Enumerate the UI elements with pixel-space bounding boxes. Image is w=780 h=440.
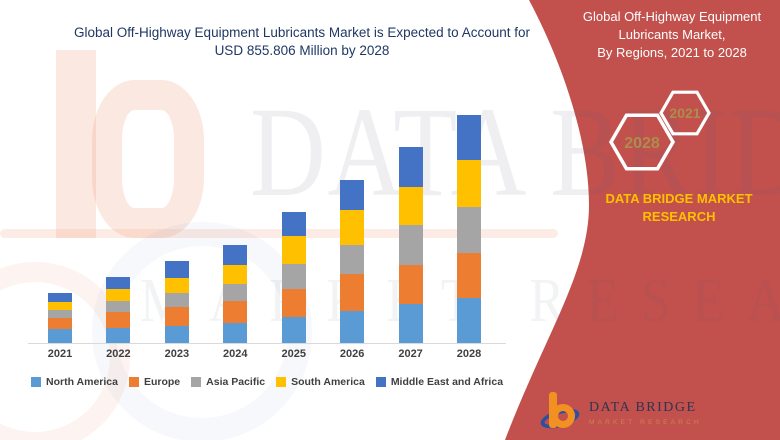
legend-label: Middle East and Africa <box>390 376 504 388</box>
segment-north-america-2022 <box>106 328 131 343</box>
segment-north-america-2027 <box>398 303 423 343</box>
segment-north-america-2026 <box>340 310 365 343</box>
segment-north-america-2023 <box>164 325 189 343</box>
segment-south-america-2023 <box>164 278 189 294</box>
segment-europe-2026 <box>340 274 365 311</box>
segment-middle-east-and-africa-2027 <box>398 147 423 187</box>
red-panel-shape <box>505 0 780 440</box>
segment-north-america-2021 <box>48 329 72 343</box>
segment-europe-2021 <box>48 318 72 330</box>
x-tick-2028: 2028 <box>456 348 482 360</box>
segment-asia-pacific-2026 <box>340 244 365 275</box>
panel-title-line1: Global Off-Highway Equipment <box>582 9 762 24</box>
segment-europe-2027 <box>398 264 423 304</box>
x-axis-line <box>28 343 506 344</box>
segment-north-america-2028 <box>457 297 481 343</box>
legend-label: Europe <box>143 376 181 388</box>
legend-item-asia-pacific: Asia Pacific <box>191 376 265 388</box>
legend-label: South America <box>291 376 365 388</box>
x-tick-2027: 2027 <box>398 348 423 360</box>
hexagon-2021 <box>659 90 711 136</box>
segment-europe-2025 <box>281 289 306 317</box>
panel-title-line3: By Regions, 2021 to 2028 <box>597 44 747 60</box>
hexagon-2021-label: 2021 <box>669 105 700 121</box>
logo-sub-text: MARKET RESEARCH <box>589 419 702 426</box>
logo-name-text: DATA BRIDGE <box>589 400 697 415</box>
legend-item-middle-east-and-africa: Middle East and Africa <box>375 376 504 388</box>
x-tick-2022: 2022 <box>106 348 131 360</box>
bar-2026 <box>340 180 365 343</box>
segment-asia-pacific-2021 <box>48 310 72 319</box>
legend-swatch-icon <box>31 377 41 387</box>
brand-name-line1: DATA BRIDGE MARKET <box>605 191 753 206</box>
segment-north-america-2025 <box>281 316 306 343</box>
legend-item-south-america: South America <box>276 376 365 388</box>
segment-asia-pacific-2028 <box>457 207 481 253</box>
segment-north-america-2024 <box>223 323 248 343</box>
panel-title-line2: Lubricants Market, <box>618 26 726 42</box>
segment-south-america-2027 <box>398 186 423 225</box>
panel-title: Global Off-Highway Equipment Lubricants … <box>572 8 772 62</box>
segment-europe-2022 <box>106 311 131 329</box>
legend-swatch-icon <box>375 377 386 387</box>
segment-south-america-2021 <box>48 301 72 311</box>
segment-middle-east-and-africa-2026 <box>340 180 365 210</box>
segment-asia-pacific-2025 <box>281 263 306 290</box>
brand-name-line2: RESEARCH <box>642 208 716 224</box>
segment-south-america-2026 <box>340 209 365 245</box>
segment-europe-2023 <box>164 306 189 326</box>
x-tick-2023: 2023 <box>164 348 190 360</box>
chart-title: Global Off-Highway Equipment Lubricants … <box>8 24 596 60</box>
segment-europe-2028 <box>457 252 481 298</box>
segment-middle-east-and-africa-2025 <box>281 212 306 237</box>
bar-2022 <box>106 276 131 343</box>
bar-2024 <box>223 245 248 343</box>
bar-2021 <box>48 292 72 343</box>
legend-label: North America <box>46 376 118 388</box>
legend-swatch-icon <box>128 377 139 387</box>
chart-title-line2: USD 855.806 Million by 2028 <box>214 42 390 58</box>
legend-swatch-icon <box>276 377 287 387</box>
segment-middle-east-and-africa-2028 <box>457 115 481 160</box>
legend-item-europe: Europe <box>128 376 181 388</box>
segment-asia-pacific-2022 <box>106 301 131 312</box>
segment-middle-east-and-africa-2022 <box>106 276 131 290</box>
hexagon-badges: 2028 2021 <box>608 90 711 171</box>
segment-middle-east-and-africa-2024 <box>223 245 248 265</box>
logo-b-bowl <box>551 404 575 428</box>
segment-asia-pacific-2024 <box>223 283 248 301</box>
x-tick-2025: 2025 <box>281 348 306 360</box>
logo-text-block: DATA BRIDGE MARKET RESEARCH <box>589 390 702 426</box>
bar-2025 <box>281 212 306 343</box>
segment-south-america-2025 <box>281 236 306 264</box>
data-bridge-logo: DATA BRIDGE MARKET RESEARCH <box>538 390 702 436</box>
segment-asia-pacific-2027 <box>398 224 423 265</box>
segment-europe-2024 <box>223 300 248 323</box>
x-tick-2024: 2024 <box>223 348 248 360</box>
segment-middle-east-and-africa-2023 <box>164 261 189 279</box>
chart-title-line1: Global Off-Highway Equipment Lubricants … <box>74 25 530 40</box>
segment-asia-pacific-2023 <box>164 293 189 307</box>
brand-name: DATA BRIDGE MARKET RESEARCH <box>585 190 773 225</box>
data-bridge-b-icon <box>538 390 582 436</box>
hexagon-2028-label: 2028 <box>624 135 660 152</box>
segment-middle-east-and-africa-2021 <box>48 292 72 302</box>
legend: North America Europe Asia Pacific South Ame… <box>31 376 531 388</box>
legend-item-north-america: North America <box>31 376 118 388</box>
bar-2027 <box>398 147 423 343</box>
segment-south-america-2022 <box>106 289 131 302</box>
segment-south-america-2024 <box>223 264 248 284</box>
bar-2028 <box>457 115 481 343</box>
legend-label: Asia Pacific <box>206 376 266 388</box>
legend-swatch-icon <box>191 377 202 387</box>
hexagon-2028 <box>608 113 676 171</box>
x-tick-2026: 2026 <box>339 348 365 360</box>
x-tick-2021: 2021 <box>47 348 73 360</box>
bar-2023 <box>164 261 189 343</box>
segment-south-america-2028 <box>457 159 481 208</box>
